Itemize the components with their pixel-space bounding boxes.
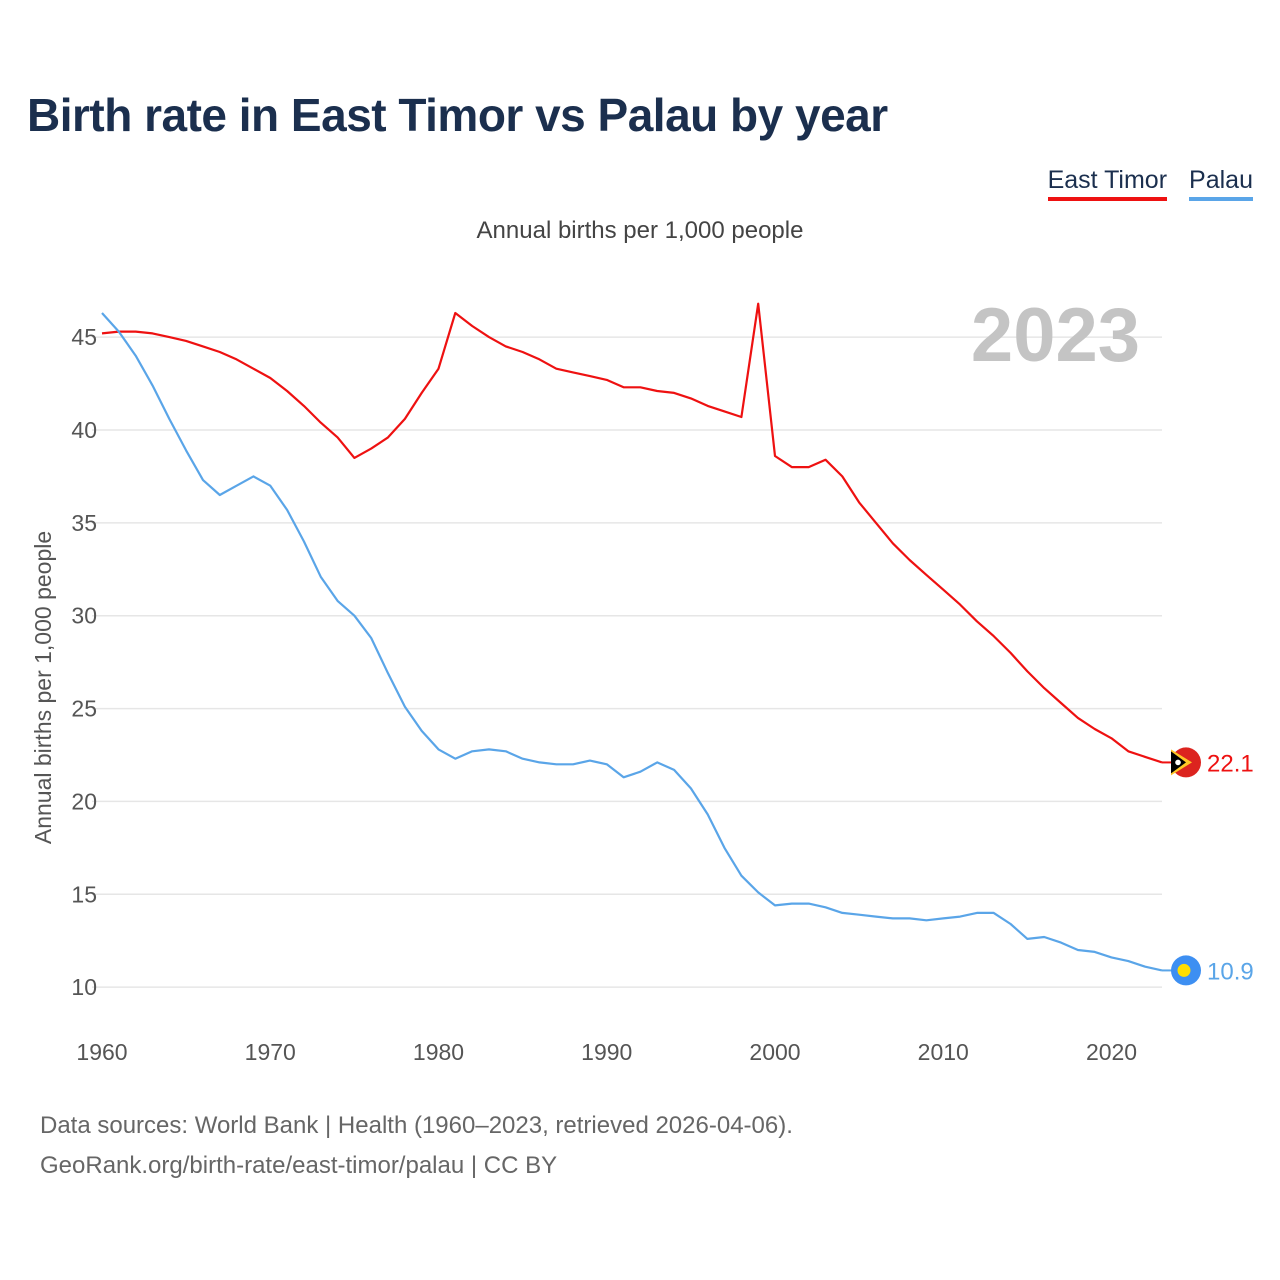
- x-tick-label: 2010: [918, 1039, 969, 1065]
- end-value-label-palau: 10.9: [1207, 958, 1254, 985]
- y-tick-label: 10: [71, 974, 97, 1000]
- series-line-east-timor[interactable]: [101, 302, 1163, 764]
- palau-flag-icon: [1171, 955, 1201, 986]
- y-tick-label: 15: [71, 881, 97, 907]
- source-note: Data sources: World Bank | Health (1960–…: [40, 1106, 793, 1186]
- east-timor-flag-icon: [1171, 747, 1201, 778]
- year-watermark: 2023: [971, 293, 1140, 378]
- y-tick-label: 45: [71, 324, 97, 350]
- legend-item-east-timor[interactable]: East Timor: [1047, 166, 1168, 201]
- x-tick-label: 1990: [581, 1039, 632, 1065]
- legend: East Timor Palau: [1047, 166, 1253, 201]
- y-tick-label: 30: [71, 603, 97, 629]
- y-tick-label: 35: [71, 510, 97, 536]
- source-line-data: Data sources: World Bank | Health (1960–…: [40, 1112, 793, 1139]
- end-value-label-east-timor: 22.1: [1207, 750, 1254, 777]
- chart-title: Birth rate in East Timor vs Palau by yea…: [27, 89, 888, 141]
- chart-subtitle: Annual births per 1,000 people: [476, 217, 804, 244]
- x-tick-label: 1970: [245, 1039, 296, 1065]
- series-line-palau[interactable]: [101, 312, 1163, 972]
- legend-item-palau[interactable]: Palau: [1189, 166, 1253, 201]
- y-tick-label: 40: [71, 417, 97, 443]
- source-line-url[interactable]: GeoRank.org/birth-rate/east-timor/palau …: [40, 1152, 558, 1179]
- y-tick-label: 20: [71, 788, 97, 814]
- x-tick-label: 1980: [413, 1039, 464, 1065]
- x-tick-label: 2020: [1086, 1039, 1137, 1065]
- x-tick-label: 2000: [749, 1039, 800, 1065]
- x-tick-label: 1960: [76, 1039, 127, 1065]
- y-axis-title: Annual births per 1,000 people: [30, 531, 56, 844]
- y-tick-label: 25: [71, 696, 97, 722]
